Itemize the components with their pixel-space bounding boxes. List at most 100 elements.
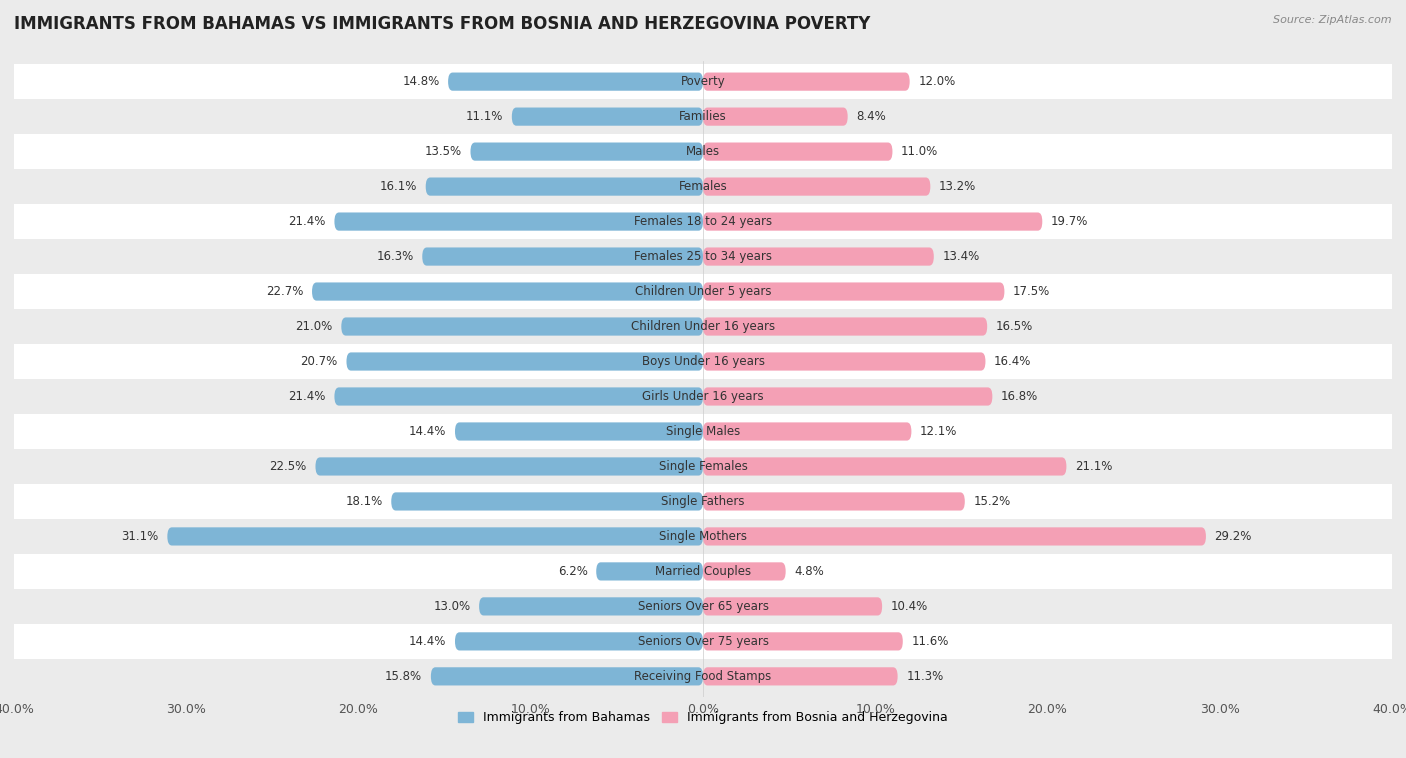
FancyBboxPatch shape: [312, 283, 703, 301]
FancyBboxPatch shape: [315, 457, 703, 475]
FancyBboxPatch shape: [703, 108, 848, 126]
FancyBboxPatch shape: [703, 457, 1066, 475]
Bar: [0, 519, 1406, 554]
Text: 11.3%: 11.3%: [907, 670, 943, 683]
Text: 14.4%: 14.4%: [409, 635, 446, 648]
Text: 21.0%: 21.0%: [295, 320, 333, 333]
FancyBboxPatch shape: [703, 212, 1042, 230]
Text: 15.8%: 15.8%: [385, 670, 422, 683]
Text: Children Under 16 years: Children Under 16 years: [631, 320, 775, 333]
FancyBboxPatch shape: [703, 667, 897, 685]
Text: 13.0%: 13.0%: [433, 600, 471, 613]
FancyBboxPatch shape: [703, 177, 931, 196]
FancyBboxPatch shape: [703, 493, 965, 511]
Text: 16.8%: 16.8%: [1001, 390, 1038, 403]
FancyBboxPatch shape: [456, 632, 703, 650]
Text: Children Under 5 years: Children Under 5 years: [634, 285, 772, 298]
Bar: [0, 169, 1406, 204]
FancyBboxPatch shape: [703, 318, 987, 336]
FancyBboxPatch shape: [335, 212, 703, 230]
Text: IMMIGRANTS FROM BAHAMAS VS IMMIGRANTS FROM BOSNIA AND HERZEGOVINA POVERTY: IMMIGRANTS FROM BAHAMAS VS IMMIGRANTS FR…: [14, 15, 870, 33]
Text: Males: Males: [686, 145, 720, 158]
Text: 21.4%: 21.4%: [288, 215, 326, 228]
Text: 21.4%: 21.4%: [288, 390, 326, 403]
Text: 31.1%: 31.1%: [121, 530, 159, 543]
Bar: [0, 99, 1406, 134]
FancyBboxPatch shape: [449, 73, 703, 91]
Bar: [0, 309, 1406, 344]
Bar: [0, 344, 1406, 379]
FancyBboxPatch shape: [703, 387, 993, 406]
FancyBboxPatch shape: [703, 632, 903, 650]
Text: 14.8%: 14.8%: [402, 75, 440, 88]
FancyBboxPatch shape: [703, 143, 893, 161]
Bar: [0, 379, 1406, 414]
Text: 14.4%: 14.4%: [409, 425, 446, 438]
Text: 19.7%: 19.7%: [1050, 215, 1088, 228]
Text: 22.5%: 22.5%: [270, 460, 307, 473]
Legend: Immigrants from Bahamas, Immigrants from Bosnia and Herzegovina: Immigrants from Bahamas, Immigrants from…: [453, 706, 953, 729]
Text: Receiving Food Stamps: Receiving Food Stamps: [634, 670, 772, 683]
FancyBboxPatch shape: [512, 108, 703, 126]
FancyBboxPatch shape: [426, 177, 703, 196]
Text: 11.1%: 11.1%: [465, 110, 503, 123]
Text: Single Fathers: Single Fathers: [661, 495, 745, 508]
Text: 22.7%: 22.7%: [266, 285, 304, 298]
Text: Girls Under 16 years: Girls Under 16 years: [643, 390, 763, 403]
Bar: [0, 274, 1406, 309]
FancyBboxPatch shape: [346, 352, 703, 371]
Bar: [0, 554, 1406, 589]
Text: Source: ZipAtlas.com: Source: ZipAtlas.com: [1274, 15, 1392, 25]
Text: 16.4%: 16.4%: [994, 355, 1032, 368]
FancyBboxPatch shape: [703, 528, 1206, 546]
Text: Single Males: Single Males: [666, 425, 740, 438]
Text: Seniors Over 75 years: Seniors Over 75 years: [637, 635, 769, 648]
Text: Boys Under 16 years: Boys Under 16 years: [641, 355, 765, 368]
Text: Families: Families: [679, 110, 727, 123]
Bar: [0, 239, 1406, 274]
Bar: [0, 134, 1406, 169]
Text: 16.3%: 16.3%: [377, 250, 413, 263]
Text: 13.5%: 13.5%: [425, 145, 461, 158]
Text: 15.2%: 15.2%: [973, 495, 1011, 508]
FancyBboxPatch shape: [342, 318, 703, 336]
Bar: [0, 484, 1406, 519]
Text: 17.5%: 17.5%: [1012, 285, 1050, 298]
Text: 13.2%: 13.2%: [939, 180, 976, 193]
FancyBboxPatch shape: [703, 247, 934, 265]
FancyBboxPatch shape: [335, 387, 703, 406]
Text: 6.2%: 6.2%: [558, 565, 588, 578]
FancyBboxPatch shape: [422, 247, 703, 265]
Text: Poverty: Poverty: [681, 75, 725, 88]
FancyBboxPatch shape: [703, 562, 786, 581]
Text: 16.5%: 16.5%: [995, 320, 1033, 333]
Text: 21.1%: 21.1%: [1076, 460, 1112, 473]
FancyBboxPatch shape: [479, 597, 703, 615]
Bar: [0, 659, 1406, 694]
Text: 29.2%: 29.2%: [1215, 530, 1251, 543]
Text: Single Females: Single Females: [658, 460, 748, 473]
FancyBboxPatch shape: [703, 422, 911, 440]
Text: 8.4%: 8.4%: [856, 110, 886, 123]
FancyBboxPatch shape: [167, 528, 703, 546]
Text: 12.1%: 12.1%: [920, 425, 957, 438]
Bar: [0, 204, 1406, 239]
Text: 11.0%: 11.0%: [901, 145, 938, 158]
Bar: [0, 414, 1406, 449]
FancyBboxPatch shape: [703, 352, 986, 371]
Text: Married Couples: Married Couples: [655, 565, 751, 578]
Text: Seniors Over 65 years: Seniors Over 65 years: [637, 600, 769, 613]
Bar: [0, 624, 1406, 659]
Bar: [0, 449, 1406, 484]
FancyBboxPatch shape: [703, 597, 882, 615]
Text: 12.0%: 12.0%: [918, 75, 956, 88]
Bar: [0, 589, 1406, 624]
Text: 16.1%: 16.1%: [380, 180, 418, 193]
Text: Females: Females: [679, 180, 727, 193]
Text: 11.6%: 11.6%: [911, 635, 949, 648]
FancyBboxPatch shape: [430, 667, 703, 685]
Text: 18.1%: 18.1%: [346, 495, 382, 508]
Text: 10.4%: 10.4%: [891, 600, 928, 613]
FancyBboxPatch shape: [456, 422, 703, 440]
FancyBboxPatch shape: [703, 73, 910, 91]
